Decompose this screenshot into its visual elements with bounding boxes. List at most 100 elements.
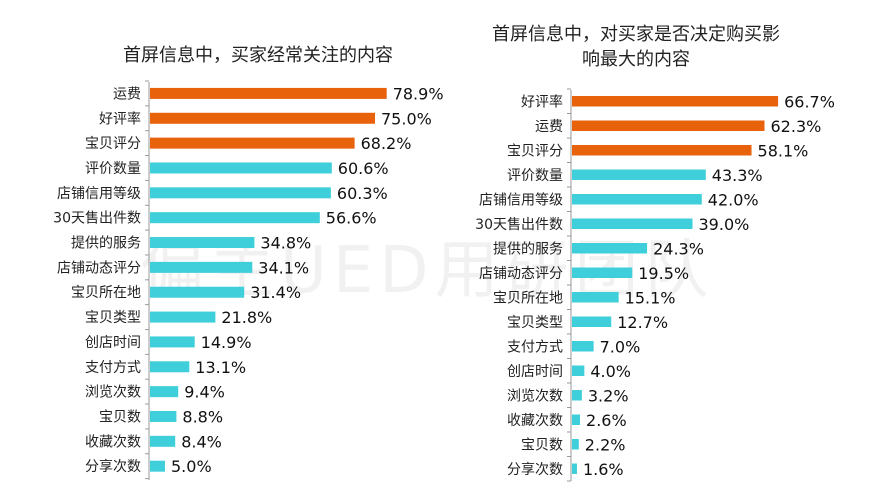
category-label: 评价数量 xyxy=(507,168,563,184)
chart-title: 响最大的内容 xyxy=(582,49,690,70)
value-label: 2.2% xyxy=(585,435,626,454)
category-label: 浏览次数 xyxy=(85,385,141,401)
value-label: 7.0% xyxy=(600,337,641,356)
bar xyxy=(572,341,594,352)
value-label: 8.4% xyxy=(181,432,222,451)
bar xyxy=(150,311,216,323)
category-label: 运费 xyxy=(113,86,141,102)
bar xyxy=(572,218,693,229)
category-label: 创店时间 xyxy=(507,364,563,380)
category-label: 分享次数 xyxy=(85,458,141,475)
value-label: 9.4% xyxy=(184,383,225,402)
chart-title: 首屏信息中，买家经常关注的内容 xyxy=(123,45,393,66)
category-label: 宝贝数 xyxy=(521,437,563,453)
category-label: 30天售出件数 xyxy=(53,211,141,227)
value-label: 21.8% xyxy=(221,308,272,327)
value-label: 8.8% xyxy=(182,407,223,426)
value-label: 1.6% xyxy=(583,460,624,479)
value-label: 5.0% xyxy=(171,457,212,476)
bar xyxy=(150,237,255,249)
bar xyxy=(150,162,332,174)
value-label: 31.4% xyxy=(250,283,301,302)
value-label: 39.0% xyxy=(699,215,750,234)
category-label: 收藏次数 xyxy=(507,413,563,429)
bar xyxy=(150,87,387,99)
category-label: 好评率 xyxy=(99,110,141,127)
category-label: 店铺动态评分 xyxy=(479,266,563,282)
category-label: 宝贝数 xyxy=(99,409,141,425)
value-label: 15.1% xyxy=(625,288,676,307)
bar xyxy=(572,316,612,327)
bar xyxy=(150,435,176,447)
value-label: 3.2% xyxy=(588,386,629,405)
bar xyxy=(150,286,245,298)
value-label: 34.8% xyxy=(260,234,311,253)
category-label: 宝贝所在地 xyxy=(493,290,563,306)
value-label: 4.0% xyxy=(590,362,631,381)
bar xyxy=(150,261,253,273)
category-label: 提供的服务 xyxy=(71,236,141,252)
category-label: 宝贝类型 xyxy=(507,315,563,331)
category-label: 创店时间 xyxy=(85,335,141,351)
bar xyxy=(150,137,355,149)
bar xyxy=(572,414,581,425)
value-label: 68.2% xyxy=(361,134,412,153)
bar xyxy=(572,292,619,303)
category-label: 浏览次数 xyxy=(507,388,563,404)
category-label: 运费 xyxy=(535,119,563,135)
bar xyxy=(572,463,577,474)
value-label: 75.0% xyxy=(381,109,432,128)
value-label: 14.9% xyxy=(201,333,252,352)
bar xyxy=(572,120,765,131)
bar xyxy=(572,194,702,205)
bar xyxy=(572,365,585,376)
bar xyxy=(150,212,320,224)
category-label: 店铺信用等级 xyxy=(479,191,563,208)
category-label: 收藏次数 xyxy=(85,434,141,450)
bar xyxy=(150,410,177,422)
bar xyxy=(150,386,179,398)
category-label: 支付方式 xyxy=(85,360,141,376)
category-label: 分享次数 xyxy=(507,461,563,478)
value-label: 78.9% xyxy=(393,84,444,103)
category-label: 店铺信用等级 xyxy=(57,185,141,202)
value-label: 19.5% xyxy=(638,264,689,283)
bar xyxy=(572,169,706,180)
value-label: 13.1% xyxy=(195,358,246,377)
value-label: 12.7% xyxy=(617,313,668,332)
category-label: 评价数量 xyxy=(85,161,141,177)
category-label: 30天售出件数 xyxy=(475,217,563,233)
value-label: 62.3% xyxy=(771,117,822,136)
bar xyxy=(572,267,633,278)
category-label: 店铺动态评分 xyxy=(57,260,141,276)
value-label: 42.0% xyxy=(708,190,759,209)
value-label: 56.6% xyxy=(326,209,377,228)
bar xyxy=(150,112,375,124)
category-label: 提供的服务 xyxy=(493,241,563,257)
value-label: 60.3% xyxy=(337,184,388,203)
category-label: 宝贝所在地 xyxy=(71,285,141,301)
bar xyxy=(150,336,195,348)
value-label: 24.3% xyxy=(653,239,704,258)
value-label: 66.7% xyxy=(784,92,835,111)
bar xyxy=(572,96,779,107)
value-label: 60.6% xyxy=(338,159,389,178)
bar xyxy=(150,460,165,472)
chart-title: 首屏信息中，对买家是否决定购买影 xyxy=(492,24,780,45)
category-label: 宝贝评分 xyxy=(507,143,563,159)
value-label: 58.1% xyxy=(758,141,809,160)
category-label: 好评率 xyxy=(521,93,563,110)
category-label: 宝贝类型 xyxy=(85,310,141,326)
value-label: 2.6% xyxy=(586,411,627,430)
value-label: 34.1% xyxy=(258,258,309,277)
bar xyxy=(572,439,579,450)
bar xyxy=(150,187,331,199)
value-label: 43.3% xyxy=(712,166,763,185)
bar xyxy=(572,145,752,156)
category-label: 支付方式 xyxy=(507,339,563,355)
bar xyxy=(150,361,190,373)
